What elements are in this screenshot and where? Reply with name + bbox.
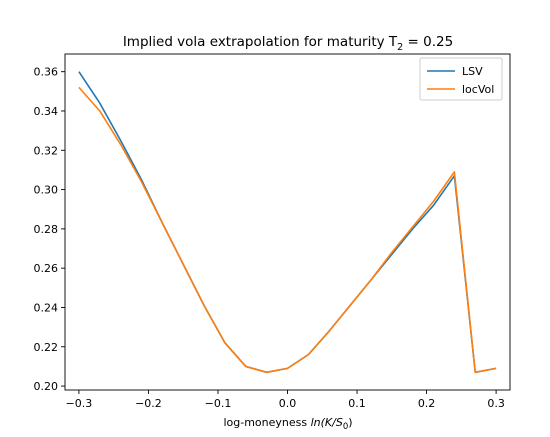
x-tick-label: 0.2 bbox=[418, 397, 436, 410]
legend-label-locvol: locVol bbox=[462, 83, 494, 96]
y-tick-label: 0.34 bbox=[34, 105, 59, 118]
axes-frame bbox=[64, 53, 511, 391]
plot-area: −0.3 −0.2 −0.1 0.0 0.1 0.2 0.3 0.20 0.22 0.24 0.26… bbox=[34, 53, 511, 410]
y-tick-label: 0.36 bbox=[34, 66, 59, 79]
series-line-lsv bbox=[78, 71, 497, 374]
chart-title: Implied vola extrapolation for maturity … bbox=[123, 34, 453, 53]
x-axis-label: log-moneyness ln(K/S0) bbox=[223, 416, 352, 432]
x-tick-label: −0.1 bbox=[205, 397, 232, 410]
y-tick-label: 0.20 bbox=[34, 380, 59, 393]
legend: LSV locVol bbox=[419, 57, 503, 101]
y-tick-label: 0.32 bbox=[34, 144, 59, 157]
x-tick-label: −0.2 bbox=[135, 397, 162, 410]
x-tick-label: 0.1 bbox=[348, 397, 366, 410]
y-tick-label: 0.28 bbox=[34, 223, 59, 236]
y-tick-label: 0.24 bbox=[34, 301, 59, 314]
x-tick-label: 0.0 bbox=[279, 397, 297, 410]
legend-label-lsv: LSV bbox=[462, 65, 483, 78]
series-line-locvol bbox=[78, 86, 497, 374]
y-tick-label: 0.26 bbox=[34, 262, 59, 275]
y-tick-label: 0.22 bbox=[34, 341, 59, 354]
x-tick-label: −0.3 bbox=[66, 397, 93, 410]
y-tick-label: 0.30 bbox=[34, 184, 59, 197]
x-tick-label: 0.3 bbox=[487, 397, 505, 410]
